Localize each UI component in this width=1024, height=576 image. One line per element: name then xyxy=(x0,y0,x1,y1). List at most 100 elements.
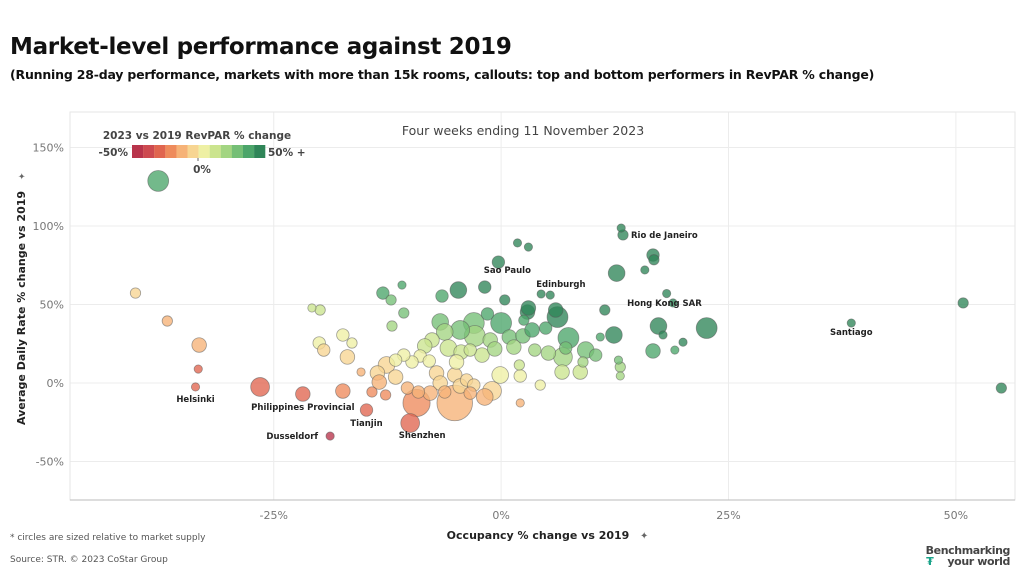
data-point xyxy=(658,330,668,340)
callout-label: Edinburgh xyxy=(536,280,585,290)
data-point xyxy=(648,254,660,266)
color-legend: 2023 vs 2019 RevPAR % change -50% 50% + … xyxy=(99,130,306,176)
chart-title: Four weeks ending 11 November 2023 xyxy=(402,123,644,138)
x-tick-label: 50% xyxy=(944,509,968,522)
data-point xyxy=(371,374,387,390)
data-point xyxy=(422,385,438,401)
callout-labels: Helsinki Philippines Provincial Dusseldorf… xyxy=(176,231,872,442)
data-point xyxy=(463,343,477,357)
data-point xyxy=(422,354,436,368)
x-axis-title: Occupancy % change vs 2019 xyxy=(447,529,630,542)
data-point xyxy=(450,320,470,340)
legend-swatch xyxy=(231,145,244,158)
legend-max-label: 50% + xyxy=(268,147,306,159)
data-point xyxy=(615,371,625,381)
data-point xyxy=(515,398,525,408)
data-point xyxy=(191,337,207,353)
legend-swatch xyxy=(143,145,155,158)
data-point xyxy=(678,337,688,347)
gridlines xyxy=(70,112,1015,500)
source-note: Source: STR. © 2023 CoStar Group xyxy=(10,555,168,565)
footnote: * circles are sized relative to market s… xyxy=(10,533,206,543)
data-point xyxy=(668,298,678,308)
data-point xyxy=(388,353,403,367)
data-point xyxy=(190,382,201,392)
callout-label: Helsinki xyxy=(176,395,214,405)
data-points xyxy=(129,170,1007,441)
data-point xyxy=(539,321,553,335)
data-point xyxy=(513,369,527,383)
data-point xyxy=(512,238,523,248)
data-point xyxy=(499,294,511,306)
data-point xyxy=(448,354,465,370)
data-point xyxy=(670,345,680,355)
callout-label: Philippines Provincial xyxy=(251,403,354,413)
brand-line-2: your world xyxy=(947,555,1010,568)
x-tick-label: 0% xyxy=(492,509,509,522)
data-point xyxy=(397,280,407,290)
data-point xyxy=(435,289,449,303)
x-tick-labels: -25% 0% 25% 50% xyxy=(260,509,969,522)
data-point xyxy=(649,317,668,335)
data-point xyxy=(307,303,317,313)
brand-logo: Benchmarking ₮ your world xyxy=(926,545,1011,568)
data-point xyxy=(534,379,546,391)
str-logo-icon: ₮ xyxy=(926,555,934,568)
data-point xyxy=(662,288,672,299)
data-point xyxy=(645,343,661,359)
y-axis-pin-icon: ✦ xyxy=(18,172,28,180)
data-point xyxy=(147,170,170,192)
legend-title: 2023 vs 2019 RevPAR % change xyxy=(103,130,291,142)
data-point xyxy=(640,265,650,275)
legend-color-bar xyxy=(132,145,266,158)
data-point xyxy=(613,355,623,365)
data-point xyxy=(605,326,623,344)
legend-swatch xyxy=(254,145,266,158)
data-point xyxy=(536,289,546,299)
legend-swatch xyxy=(176,145,188,158)
y-tick-label: 50% xyxy=(40,299,64,312)
legend-swatch xyxy=(165,145,177,158)
data-point xyxy=(380,389,392,401)
callout-label: Hong Kong SAR xyxy=(627,299,702,309)
data-point xyxy=(616,223,626,233)
data-point xyxy=(317,343,331,357)
data-point xyxy=(314,304,326,316)
data-point xyxy=(595,332,605,342)
callout-label: Shenzhen xyxy=(399,431,446,441)
page-title: Market-level performance against 2019 xyxy=(10,34,512,60)
data-point xyxy=(438,385,452,399)
data-point xyxy=(528,343,542,357)
data-point xyxy=(475,388,494,406)
data-point xyxy=(487,341,503,357)
data-point xyxy=(545,290,555,300)
legend-swatch xyxy=(132,145,144,158)
data-point xyxy=(559,341,573,355)
data-point xyxy=(478,280,492,294)
x-tick-label: -25% xyxy=(260,509,288,522)
callout-label: Dusseldorf xyxy=(266,432,318,442)
data-point xyxy=(463,386,477,400)
legend-swatch xyxy=(198,145,210,158)
callout-label: Rio de Janeiro xyxy=(631,231,698,241)
data-point xyxy=(161,315,173,327)
data-point xyxy=(607,264,626,282)
legend-mid-label: 0% xyxy=(193,164,211,176)
legend-swatch xyxy=(187,145,199,158)
callout-label: Santiago xyxy=(830,328,873,338)
y-tick-label: -50% xyxy=(36,456,64,469)
data-point xyxy=(490,312,512,334)
data-point xyxy=(356,367,366,377)
callout-label: Tianjin xyxy=(350,419,382,429)
data-point xyxy=(846,318,856,328)
y-tick-label: 0% xyxy=(47,377,64,390)
data-point xyxy=(295,386,311,402)
data-point xyxy=(547,302,564,318)
data-point xyxy=(359,403,374,417)
data-point xyxy=(411,385,425,399)
x-axis-pin-icon: ✦ xyxy=(640,531,648,542)
data-point xyxy=(589,348,603,362)
data-point xyxy=(540,345,557,361)
data-point xyxy=(474,347,490,363)
x-tick-label: 25% xyxy=(716,509,740,522)
